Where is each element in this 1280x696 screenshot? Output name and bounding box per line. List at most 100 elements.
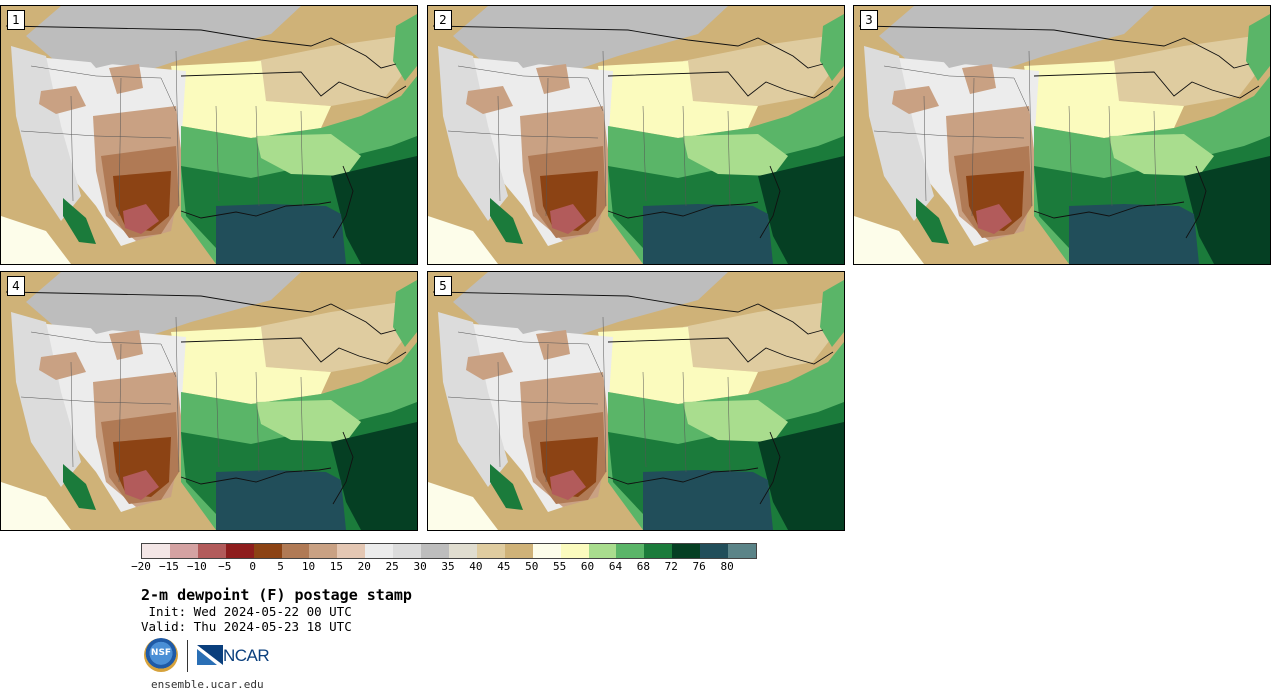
coastline [607, 467, 759, 485]
colorbar-tick: −15 [158, 560, 179, 573]
dewpoint-region-17 [1069, 204, 1199, 264]
dewpoint-region-2 [683, 302, 836, 372]
dewpoint-region-7 [466, 86, 513, 114]
coastline [858, 25, 1250, 69]
dewpoint-region-5 [11, 312, 81, 487]
coastline [607, 201, 759, 219]
dewpoint-region-18 [428, 482, 498, 530]
dewpoint-region-16 [758, 156, 844, 264]
colorbar-tick: 64 [608, 560, 623, 573]
state-border [447, 396, 599, 405]
state-border [1153, 110, 1157, 207]
dewpoint-region-17 [216, 204, 346, 264]
state-border [873, 130, 1025, 139]
figure-title: 2-m dewpoint (F) postage stamp [141, 586, 412, 604]
dewpoint-region-20 [820, 14, 844, 81]
colorbar-tick: 30 [413, 560, 427, 573]
state-border [602, 50, 607, 207]
panel-label-5: 5 [434, 276, 452, 296]
colorbar-tick: 72 [664, 560, 678, 573]
dewpoint-region-16 [758, 422, 844, 530]
dewpoint-region-7 [892, 86, 939, 114]
dewpoint-region-15 [683, 134, 788, 176]
state-border [175, 316, 180, 473]
nsf-logo-text: NSF [150, 648, 172, 658]
state-border [215, 371, 220, 468]
coastline [180, 71, 407, 99]
dewpoint-region-5 [438, 312, 508, 487]
state-border [255, 371, 260, 473]
state-border [457, 65, 604, 112]
map-panel-4: 4 [0, 271, 418, 531]
coastline [180, 337, 407, 365]
dewpoint-region-8 [536, 64, 570, 94]
logo-group: NSF NCAR [144, 638, 284, 674]
dewpoint-region-6 [508, 31, 553, 68]
colorbar-bin-16 [588, 544, 617, 558]
dewpoint-region-2 [256, 36, 409, 106]
colorbar-bin-12 [476, 544, 505, 558]
state-border [727, 376, 731, 473]
colorbar-tick-labels: −20 −15 −10 −5 0 5 10 15 20 25 30 35 40 45 50 55 60 64 68 7… [131, 560, 755, 574]
colorbar-bin-2 [197, 544, 226, 558]
coastline [607, 337, 834, 365]
valid-time: Valid: Thu 2024-05-23 18 UTC [141, 619, 352, 634]
colorbar-tick: 80 [720, 560, 734, 573]
dewpoint-region-8 [962, 64, 996, 94]
colorbar-bin-8 [365, 544, 394, 558]
website-url: ensemble.ucar.edu [151, 678, 264, 691]
dewpoint-region-20 [820, 280, 844, 347]
dewpoint-region-3 [1024, 61, 1184, 138]
colorbar-tick: 76 [692, 560, 706, 573]
colorbar-bin-10 [421, 544, 449, 558]
state-border [175, 50, 180, 207]
state-border [20, 130, 172, 139]
coastline [332, 165, 354, 239]
init-time: Init: Wed 2024-05-22 00 UTC [141, 604, 352, 619]
dewpoint-map-2 [428, 6, 844, 264]
dewpoint-region-16 [1184, 156, 1270, 264]
state-border [118, 77, 122, 217]
state-border [70, 95, 74, 202]
dewpoint-region-17 [643, 204, 773, 264]
state-border [300, 110, 304, 207]
colorbar-tick: 0 [249, 560, 256, 573]
colorbar-bin-7 [337, 544, 366, 558]
colorbar-tick: 60 [580, 560, 595, 573]
colorbar-bin-13 [504, 544, 533, 558]
dewpoint-region-18 [854, 216, 924, 264]
colorbar-bin-15 [560, 544, 589, 558]
dewpoint-region-19 [490, 198, 523, 244]
state-border [923, 95, 927, 202]
dewpoint-region-6 [81, 297, 126, 334]
dewpoint-region-15 [256, 400, 361, 442]
dewpoint-map-3 [854, 6, 1270, 264]
colorbar-tick: −5 [218, 560, 232, 573]
coastline [432, 291, 824, 335]
colorbar-bin-5 [281, 544, 310, 558]
state-border [971, 77, 975, 217]
colorbar-tick: 35 [441, 560, 455, 573]
colorbar-tick: 68 [636, 560, 650, 573]
dewpoint-region-3 [171, 61, 331, 138]
dewpoint-map-4 [1, 272, 417, 530]
dewpoint-region-2 [1109, 36, 1262, 106]
dewpoint-region-18 [1, 216, 71, 264]
dewpoint-region-17 [643, 470, 773, 530]
dewpoint-region-18 [428, 216, 498, 264]
dewpoint-region-17 [216, 470, 346, 530]
dewpoint-region-8 [536, 330, 570, 360]
state-border [20, 396, 172, 405]
colorbar-bin-17 [616, 544, 645, 558]
state-border [118, 343, 122, 483]
coastline [607, 71, 834, 99]
map-panel-2: 2 [427, 5, 845, 265]
colorbar-bin-4 [253, 544, 282, 558]
dewpoint-region-12 [550, 204, 586, 234]
dewpoint-region-7 [39, 352, 86, 380]
dewpoint-region-12 [976, 204, 1012, 234]
state-border [255, 105, 260, 207]
dewpoint-region-18 [1, 482, 71, 530]
dewpoint-region-5 [11, 46, 81, 221]
dewpoint-region-3 [171, 327, 331, 404]
